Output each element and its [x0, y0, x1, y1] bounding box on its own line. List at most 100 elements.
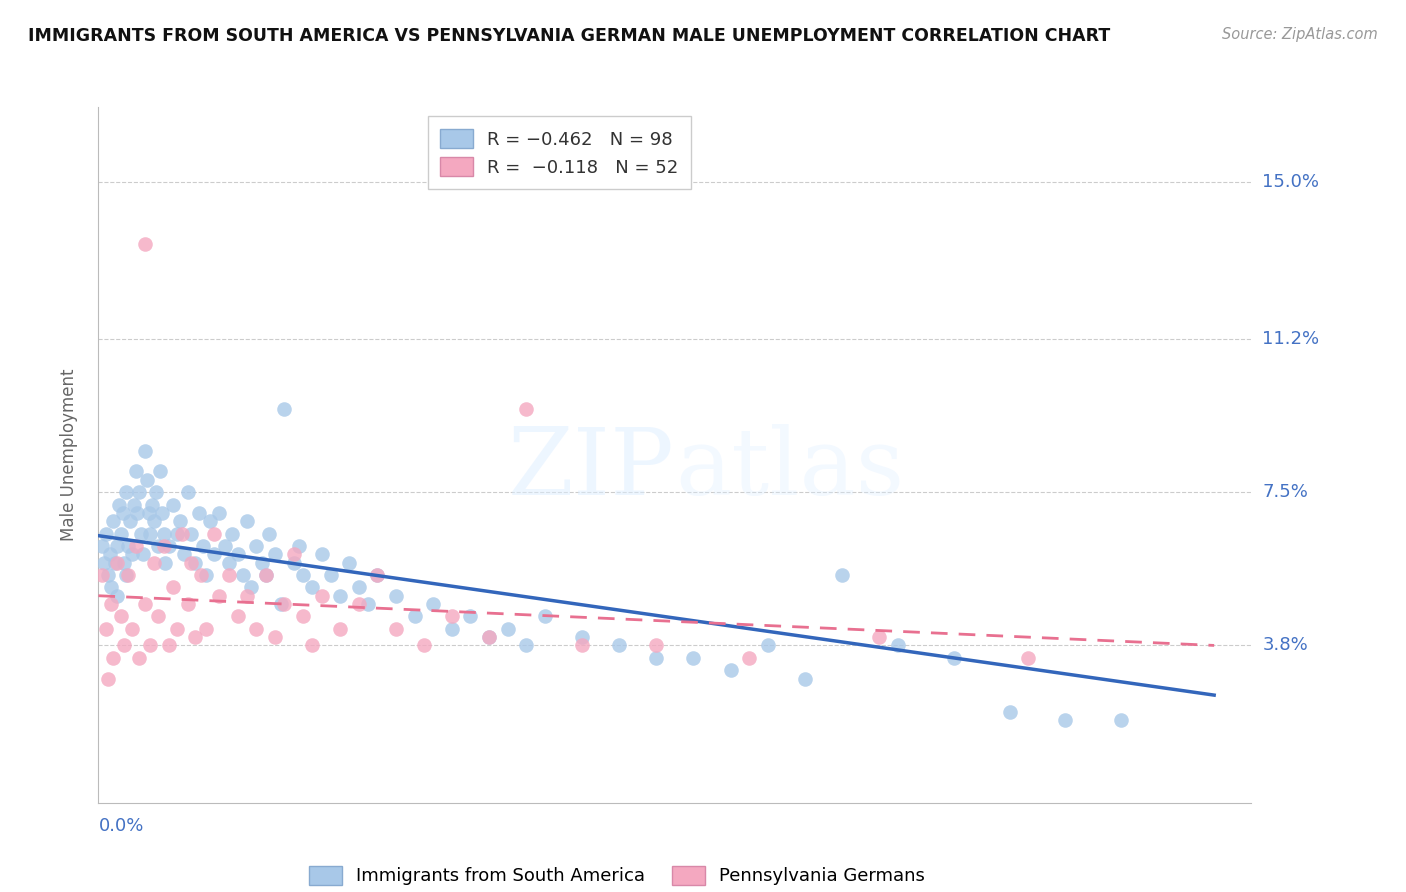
Point	[195, 568, 218, 582]
Point	[329, 622, 352, 636]
Point	[794, 672, 817, 686]
Text: 3.8%: 3.8%	[1263, 636, 1308, 655]
Point	[440, 622, 463, 636]
Point	[259, 526, 281, 541]
Point	[143, 556, 166, 570]
Point	[998, 705, 1021, 719]
Point	[571, 639, 593, 653]
Point	[366, 568, 388, 582]
Point	[105, 539, 128, 553]
Point	[645, 651, 668, 665]
Point	[110, 526, 132, 541]
Point	[166, 622, 188, 636]
Point	[91, 568, 114, 582]
Point	[162, 581, 184, 595]
Point	[139, 639, 162, 653]
Point	[218, 568, 240, 582]
Point	[122, 498, 145, 512]
Point	[226, 547, 249, 561]
Point	[98, 547, 121, 561]
Point	[198, 514, 221, 528]
Point	[208, 589, 231, 603]
Point	[460, 609, 482, 624]
Point	[114, 639, 136, 653]
Point	[291, 609, 314, 624]
Point	[301, 581, 323, 595]
Point	[111, 506, 134, 520]
Point	[515, 639, 537, 653]
Point	[157, 639, 180, 653]
Point	[218, 556, 240, 570]
Point	[180, 556, 202, 570]
Point	[173, 547, 195, 561]
Point	[283, 556, 305, 570]
Point	[117, 539, 139, 553]
Point	[357, 597, 380, 611]
Point	[94, 622, 117, 636]
Legend: Immigrants from South America, Pennsylvania Germans: Immigrants from South America, Pennsylva…	[297, 853, 938, 892]
Point	[118, 514, 141, 528]
Point	[478, 630, 501, 644]
Point	[887, 639, 910, 653]
Point	[187, 506, 209, 520]
Point	[97, 568, 120, 582]
Text: atlas: atlas	[675, 424, 904, 514]
Text: 15.0%: 15.0%	[1263, 172, 1319, 191]
Text: 11.2%: 11.2%	[1263, 330, 1320, 348]
Point	[100, 581, 122, 595]
Point	[250, 556, 273, 570]
Point	[184, 556, 207, 570]
Point	[105, 556, 128, 570]
Point	[121, 547, 143, 561]
Point	[169, 514, 191, 528]
Point	[195, 622, 218, 636]
Point	[1054, 713, 1077, 727]
Point	[533, 609, 555, 624]
Text: IMMIGRANTS FROM SOUTH AMERICA VS PENNSYLVANIA GERMAN MALE UNEMPLOYMENT CORRELATI: IMMIGRANTS FROM SOUTH AMERICA VS PENNSYL…	[28, 27, 1111, 45]
Y-axis label: Male Unemployment: Male Unemployment	[59, 368, 77, 541]
Point	[226, 609, 249, 624]
Point	[208, 506, 231, 520]
Point	[172, 526, 194, 541]
Point	[128, 651, 150, 665]
Point	[157, 539, 180, 553]
Point	[97, 672, 120, 686]
Point	[288, 539, 311, 553]
Point	[152, 539, 174, 553]
Point	[291, 568, 314, 582]
Point	[311, 589, 333, 603]
Point	[264, 630, 287, 644]
Point	[162, 498, 184, 512]
Point	[720, 663, 742, 677]
Point	[127, 506, 149, 520]
Point	[91, 539, 114, 553]
Point	[135, 473, 157, 487]
Point	[1017, 651, 1039, 665]
Point	[202, 547, 225, 561]
Point	[132, 547, 155, 561]
Point	[607, 639, 630, 653]
Point	[831, 568, 853, 582]
Point	[115, 568, 138, 582]
Point	[254, 568, 277, 582]
Point	[117, 568, 139, 582]
Point	[108, 498, 131, 512]
Point	[100, 597, 122, 611]
Point	[94, 526, 117, 541]
Point	[146, 539, 169, 553]
Point	[149, 465, 172, 479]
Point	[166, 526, 188, 541]
Point	[134, 236, 156, 251]
Point	[942, 651, 965, 665]
Point	[264, 547, 287, 561]
Point	[404, 609, 426, 624]
Point	[1109, 713, 1132, 727]
Point	[756, 639, 779, 653]
Point	[515, 402, 537, 417]
Point	[236, 514, 259, 528]
Point	[347, 581, 370, 595]
Text: 7.5%: 7.5%	[1263, 483, 1309, 501]
Point	[440, 609, 463, 624]
Point	[496, 622, 519, 636]
Point	[121, 622, 143, 636]
